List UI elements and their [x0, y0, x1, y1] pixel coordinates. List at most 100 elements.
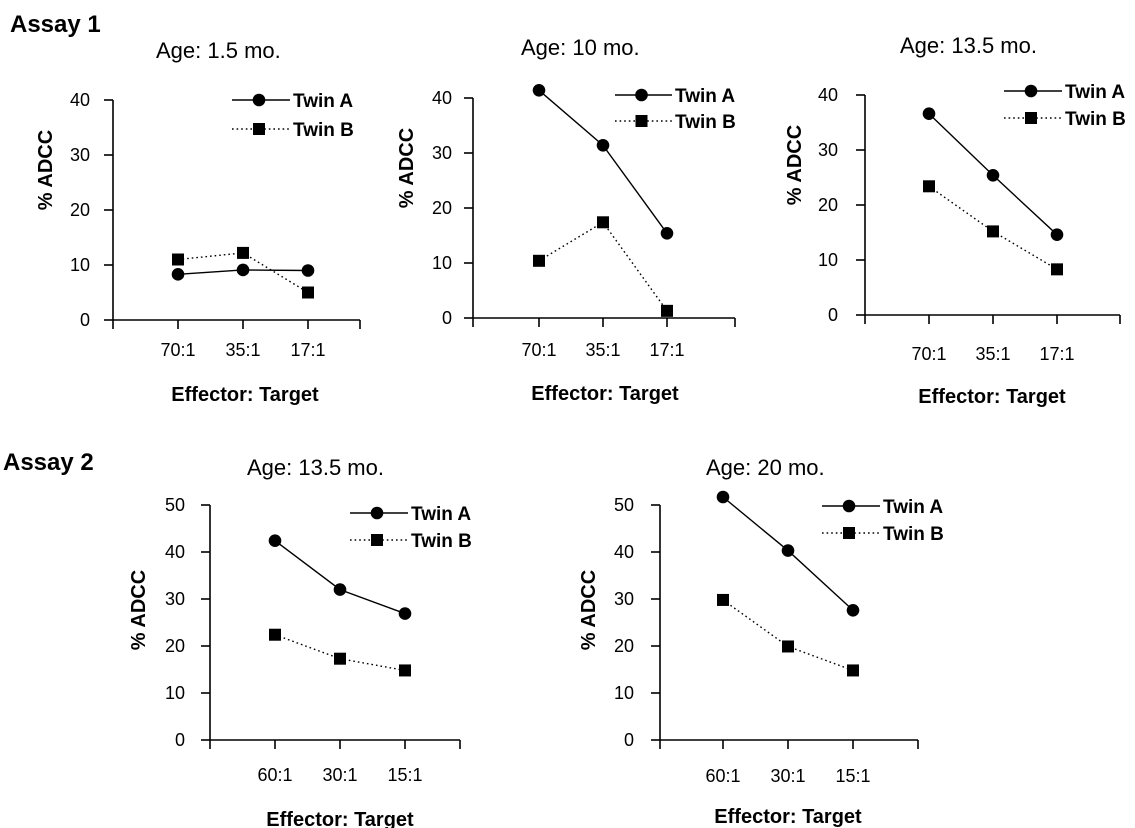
legend-label-twin-a: Twin A — [1065, 82, 1125, 103]
y-tick-label: 20 — [818, 195, 838, 215]
twin-a-point — [532, 84, 546, 97]
y-tick-label: 10 — [818, 250, 838, 270]
chart-title: Age: 13.5 mo. — [900, 33, 1037, 58]
y-axis-label: % ADCC — [396, 128, 418, 208]
twin-b-point — [269, 628, 281, 641]
x-axis-label: Effector: Target — [266, 809, 414, 828]
twin-b-point — [334, 652, 346, 665]
chart-title: Age: 20 mo. — [706, 455, 825, 480]
twin-a-point — [1050, 228, 1064, 241]
y-tick-label: 30 — [165, 589, 185, 609]
legend-marker-twin-a — [635, 88, 648, 102]
twin-b-point — [172, 253, 184, 266]
legend-label-twin-b: Twin B — [675, 112, 736, 133]
chart-title: Age: 13.5 mo. — [247, 455, 384, 480]
y-tick-label: 0 — [175, 730, 185, 750]
twin-a-point — [171, 268, 185, 281]
y-tick-label: 0 — [80, 310, 90, 330]
twin-a-point — [398, 607, 412, 620]
y-tick-label: 40 — [818, 85, 838, 105]
twin-a-point — [268, 534, 282, 548]
y-tick-label: 40 — [432, 88, 452, 108]
twin-b-point — [302, 286, 314, 299]
x-axis-label: Effector: Target — [531, 383, 679, 405]
series-line-twin-b — [722, 599, 854, 672]
x-tick-label: 15:1 — [835, 766, 870, 786]
legend-marker-twin-b — [843, 527, 855, 539]
legend-label-twin-a: Twin A — [883, 497, 943, 518]
legend-label-twin-b: Twin B — [411, 531, 472, 552]
legend-label-twin-a: Twin A — [293, 91, 353, 112]
y-tick-label: 20 — [432, 198, 452, 218]
twin-b-point — [533, 254, 545, 267]
twin-a-point — [716, 490, 730, 504]
y-tick-label: 10 — [432, 253, 452, 273]
y-tick-label: 10 — [70, 255, 90, 275]
twin-a-point — [596, 139, 610, 152]
y-tick-label: 30 — [818, 140, 838, 160]
legend-marker-twin-b — [253, 123, 265, 135]
twin-a-point — [781, 544, 795, 557]
x-tick-label: 35:1 — [585, 340, 620, 360]
y-tick-label: 50 — [165, 495, 185, 515]
twin-b-point — [923, 180, 935, 193]
twin-b-point — [1051, 263, 1063, 276]
chart-assay1-age-13-5mo: Age: 13.5 mo. % ADCC 0 10 20 30 40 70:1 35:1 17:1… — [784, 33, 1126, 408]
x-axis-label: Effector: Target — [714, 806, 862, 828]
twin-a-point — [236, 263, 250, 277]
section-label-assay-2: Assay 2 — [3, 449, 94, 476]
y-axis-label: % ADCC — [578, 570, 600, 650]
x-tick-label: 70:1 — [160, 340, 195, 360]
twin-b-point — [237, 246, 249, 259]
y-tick-label: 10 — [165, 683, 185, 703]
y-axis-label: % ADCC — [784, 125, 806, 205]
x-tick-label: 60:1 — [257, 765, 292, 785]
y-tick-label: 20 — [70, 200, 90, 220]
x-tick-label: 70:1 — [911, 344, 946, 364]
y-tick-label: 30 — [432, 143, 452, 163]
y-tick-label: 30 — [70, 145, 90, 165]
legend-label-twin-a: Twin A — [675, 86, 735, 107]
y-tick-label: 50 — [614, 495, 634, 515]
x-tick-label: 60:1 — [705, 766, 740, 786]
legend-marker-twin-a — [1024, 84, 1038, 98]
chart-assay1-age-10mo: Age: 10 mo. % ADCC 0 10 20 30 40 70:1 35:1 17:1 Ef… — [396, 35, 736, 405]
series-line-twin-b — [274, 634, 406, 672]
y-tick-label: 0 — [624, 730, 634, 750]
y-tick-label: 10 — [614, 683, 634, 703]
y-tick-label: 40 — [165, 542, 185, 562]
x-tick-label: 17:1 — [649, 340, 684, 360]
x-tick-label: 35:1 — [225, 340, 260, 360]
x-tick-label: 35:1 — [975, 344, 1010, 364]
twin-a-point — [922, 107, 936, 120]
legend-marker-twin-a — [842, 499, 856, 513]
twin-a-point — [301, 264, 315, 277]
twin-a-point — [660, 227, 674, 240]
x-tick-label: 70:1 — [521, 340, 556, 360]
legend-label-twin-b: Twin B — [883, 524, 944, 545]
legend-marker-twin-a — [370, 506, 384, 520]
twin-b-point — [847, 664, 859, 677]
twin-b-point — [597, 216, 609, 229]
chart-assay2-age-13-5mo: Age: 13.5 mo. % ADCC 0 10 20 30 40 50 60:1 30:1 15… — [128, 455, 472, 828]
legend-marker-twin-b — [371, 534, 383, 546]
twin-a-point — [333, 583, 347, 596]
x-tick-label: 30:1 — [322, 765, 357, 785]
legend-marker-twin-b — [635, 115, 648, 127]
legend-label-twin-b: Twin B — [293, 120, 354, 141]
y-axis-label: % ADCC — [35, 130, 57, 210]
x-axis-label: Effector: Target — [171, 384, 319, 406]
y-tick-label: 40 — [614, 542, 634, 562]
twin-b-point — [987, 225, 999, 238]
y-axis-label: % ADCC — [128, 570, 150, 650]
y-tick-label: 0 — [828, 305, 838, 325]
y-tick-label: 0 — [442, 308, 452, 328]
x-tick-label: 30:1 — [770, 766, 805, 786]
twin-b-point — [782, 640, 794, 653]
legend-label-twin-b: Twin B — [1065, 109, 1126, 130]
twin-b-point — [399, 664, 411, 677]
y-tick-label: 20 — [165, 636, 185, 656]
chart-assay2-age-20mo: Age: 20 mo. % ADCC 0 10 20 30 40 50 60:1 30:1 15:1… — [578, 455, 944, 828]
